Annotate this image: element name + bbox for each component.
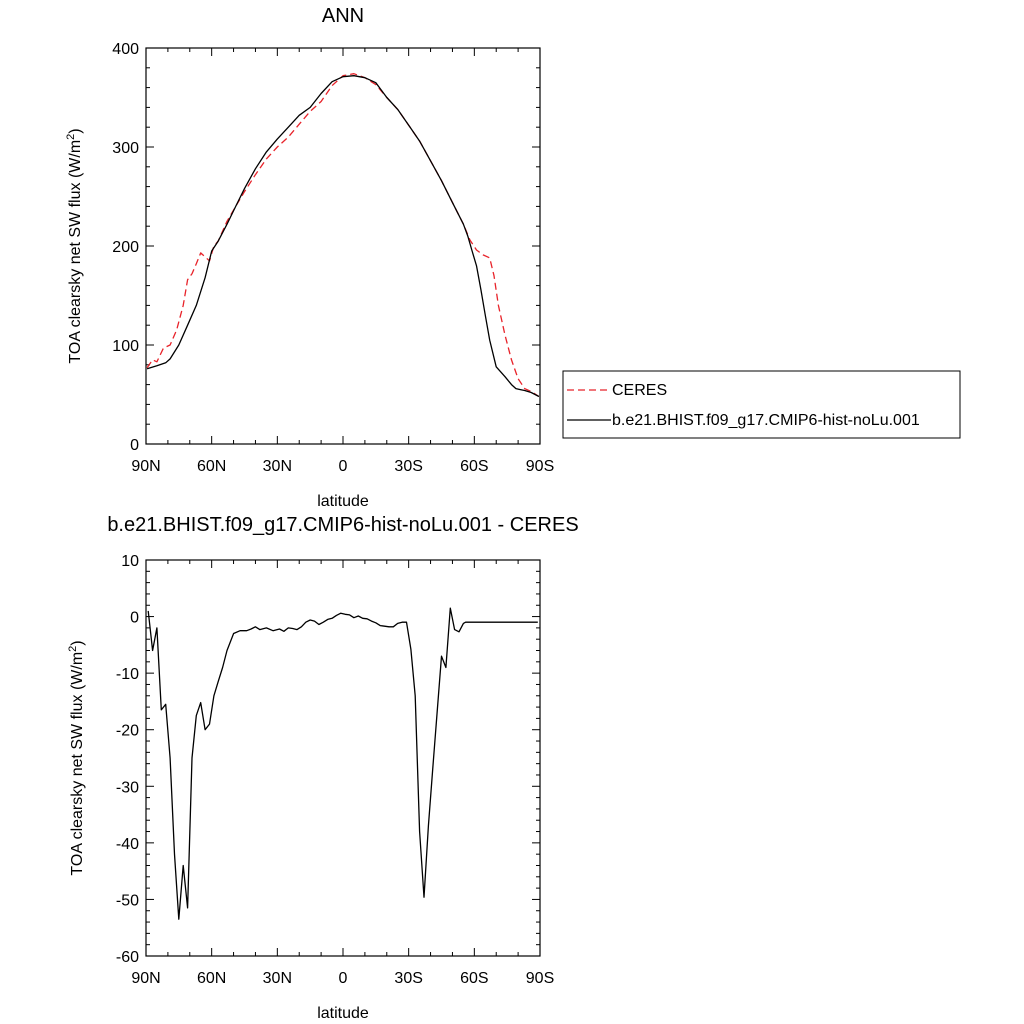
y-tick-label: 400 xyxy=(112,41,139,58)
legend-box xyxy=(562,370,961,439)
y-tick-label: -40 xyxy=(116,836,139,853)
y-tick-label: 100 xyxy=(112,338,139,355)
x-axis-label-bottom: latitude xyxy=(317,1005,369,1022)
y-tick-label: 0 xyxy=(130,437,139,454)
x-axis-label-top: latitude xyxy=(317,493,369,510)
x-tick-label: 90N xyxy=(131,970,160,987)
legend-label-ceres: CERES xyxy=(612,382,667,399)
legend: CERES b.e21.BHIST.f09_g17.CMIP6-hist-noL… xyxy=(562,370,961,439)
x-tick-label: 30N xyxy=(263,970,292,987)
x-tick-label: 90S xyxy=(526,970,554,987)
series-line-difference xyxy=(147,607,538,920)
y-tick-label: 300 xyxy=(112,140,139,157)
x-tick-label: 0 xyxy=(339,970,348,987)
x-tick-label: 60N xyxy=(197,458,226,475)
y-tick-label: -50 xyxy=(116,892,139,909)
y-axis-label-bottom: TOA clearsky net SW flux (W/m2) xyxy=(67,640,86,875)
y-tick-label: 0 xyxy=(130,610,139,627)
series-line-model xyxy=(146,75,540,398)
panel-title-ann: ANN xyxy=(322,5,364,27)
y-tick-label: 10 xyxy=(121,553,139,570)
panel-title-difference: b.e21.BHIST.f09_g17.CMIP6-hist-noLu.001 … xyxy=(107,514,578,536)
x-tick-label: 30S xyxy=(394,458,422,475)
x-tick-label: 30N xyxy=(263,458,292,475)
series-line-ceres xyxy=(146,73,540,398)
plot-area-bottom: -60 -50 -40 -30 -20 -10 0 10 90N 60N 30N 0 30S 60S 90S xyxy=(116,553,554,987)
x-tick-label: 90N xyxy=(131,458,160,475)
y-tick-label: -10 xyxy=(116,666,139,683)
plot-frame xyxy=(145,559,541,957)
legend-label-model: b.e21.BHIST.f09_g17.CMIP6-hist-noLu.001 xyxy=(612,412,920,429)
x-tick-label: 0 xyxy=(339,458,348,475)
y-tick-label: 200 xyxy=(112,239,139,256)
y-tick-label: -20 xyxy=(116,723,139,740)
plot-frame xyxy=(145,47,541,445)
x-tick-label: 60N xyxy=(197,970,226,987)
y-axis-label-top: TOA clearsky net SW flux (W/m2) xyxy=(65,128,84,363)
x-tick-label: 60S xyxy=(460,970,488,987)
climatology-panel: ANN 0 100 200 300 400 90N 60N 30N 0 30S 60S 90S lat… xyxy=(65,5,961,510)
x-tick-label: 30S xyxy=(394,970,422,987)
y-tick-label: -30 xyxy=(116,779,139,796)
difference-panel: b.e21.BHIST.f09_g17.CMIP6-hist-noLu.001 … xyxy=(67,514,579,1022)
y-tick-label: -60 xyxy=(116,949,139,966)
x-tick-label: 60S xyxy=(460,458,488,475)
x-tick-label: 90S xyxy=(526,458,554,475)
plot-area-top: 0 100 200 300 400 90N 60N 30N 0 30S 60S 90S xyxy=(112,41,554,475)
